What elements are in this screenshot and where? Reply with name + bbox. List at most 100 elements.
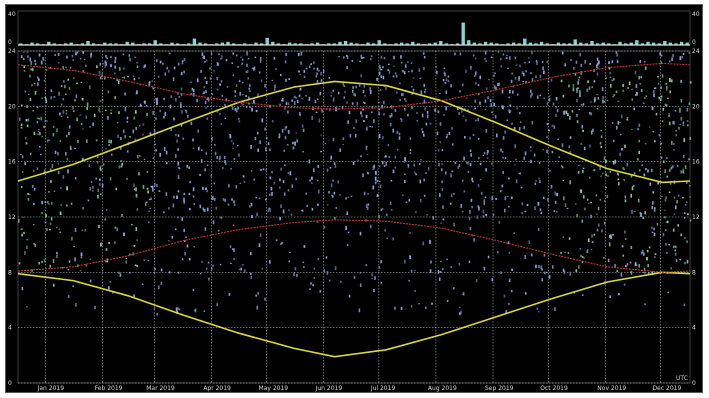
activity-point [505, 309, 507, 313]
activity-point-dense [567, 113, 569, 117]
activity-point-dense [617, 178, 620, 181]
histogram-frame [17, 10, 691, 46]
activity-point [421, 113, 424, 118]
series-line [17, 62, 691, 110]
activity-point [535, 264, 537, 269]
activity-point [258, 197, 261, 200]
activity-point-dense [655, 113, 658, 116]
activity-point [166, 66, 168, 70]
activity-point [616, 53, 618, 57]
activity-point [487, 96, 489, 100]
activity-point-dense [86, 102, 89, 107]
activity-point [308, 96, 311, 101]
activity-point-dense [43, 125, 45, 129]
activity-point [590, 101, 592, 103]
activity-point [308, 99, 310, 101]
chart-frame: 24 20 16 12 8 4 0 24 20 16 12 8 4 0 40 0 40 0 Jan 2019 Feb … [5, 4, 703, 393]
activity-point [310, 282, 312, 285]
activity-point [302, 261, 305, 264]
activity-point-dense [668, 114, 670, 117]
activity-point [634, 262, 637, 267]
activity-point [577, 81, 579, 85]
activity-point-dense [600, 145, 602, 148]
activity-point [485, 129, 488, 133]
y-tick-label-left: 0 [8, 380, 12, 387]
activity-point [203, 85, 206, 89]
activity-point [591, 234, 593, 238]
activity-point-dense [686, 240, 688, 243]
activity-point [400, 306, 403, 310]
activity-point [408, 71, 410, 73]
activity-point [311, 182, 313, 184]
activity-point [352, 86, 354, 89]
activity-point-dense [648, 246, 651, 249]
activity-point [483, 201, 486, 206]
activity-point [459, 52, 462, 56]
activity-point [498, 220, 501, 224]
activity-point [682, 52, 685, 55]
activity-point [229, 245, 232, 249]
activity-point [41, 260, 43, 264]
activity-point [473, 238, 475, 242]
activity-point [332, 195, 334, 198]
activity-point [525, 69, 527, 73]
activity-point-dense [599, 166, 601, 170]
activity-point [688, 51, 691, 54]
activity-point [621, 245, 624, 248]
series-line [17, 271, 691, 358]
activity-point [365, 145, 368, 148]
activity-point [53, 283, 55, 287]
activity-point [492, 214, 495, 216]
activity-point [547, 198, 549, 202]
activity-point-dense [666, 175, 668, 178]
activity-point-dense [632, 184, 635, 187]
activity-point-dense [65, 110, 68, 112]
activity-point [371, 273, 373, 277]
activity-point-dense [682, 196, 684, 199]
activity-point [216, 77, 219, 80]
activity-point-dense [47, 200, 49, 204]
activity-point [242, 175, 245, 178]
activity-point [420, 159, 422, 161]
activity-point-dense [599, 198, 602, 201]
activity-point [183, 58, 186, 61]
activity-point [367, 171, 369, 174]
activity-point [288, 260, 291, 263]
activity-point-dense [115, 187, 118, 191]
activity-point-dense [147, 190, 149, 194]
activity-point [162, 62, 164, 65]
activity-point [67, 295, 70, 298]
activity-point-dense [622, 89, 625, 92]
activity-point [328, 77, 330, 79]
activity-point-dense [29, 97, 32, 101]
activity-point [542, 196, 545, 199]
activity-point [257, 131, 259, 135]
activity-point [437, 270, 440, 274]
activity-point [465, 97, 468, 99]
activity-point [85, 64, 87, 67]
activity-point [686, 108, 689, 112]
activity-point-dense [677, 224, 679, 227]
activity-point [372, 185, 375, 190]
activity-point [369, 90, 372, 95]
activity-point [296, 99, 299, 103]
activity-point [23, 57, 25, 60]
activity-point-dense [30, 68, 32, 71]
activity-point [225, 58, 228, 62]
activity-point [515, 179, 518, 184]
activity-point [404, 98, 406, 101]
activity-point [105, 54, 107, 58]
activity-point-dense [96, 161, 99, 164]
activity-point-dense [21, 186, 23, 189]
activity-point [163, 147, 166, 151]
activity-point [484, 108, 487, 110]
activity-point [590, 248, 593, 250]
activity-point [485, 168, 487, 172]
activity-point [120, 137, 122, 140]
activity-point-dense [667, 220, 669, 224]
activity-point [66, 55, 68, 59]
activity-point-dense [121, 162, 123, 166]
activity-point [668, 60, 671, 63]
activity-point [378, 180, 381, 182]
activity-point [641, 249, 644, 254]
